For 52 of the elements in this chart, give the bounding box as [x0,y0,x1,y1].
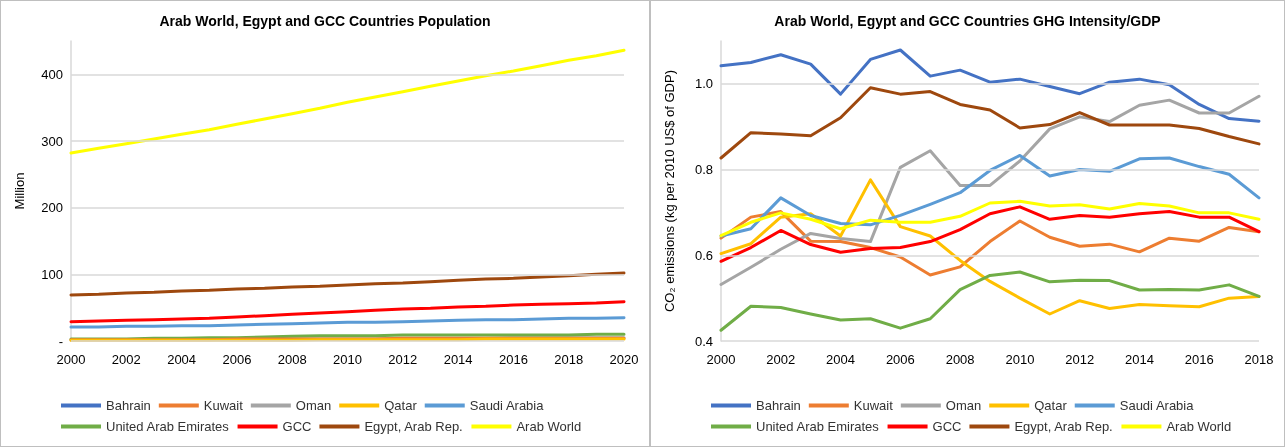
y-tick-label: 300 [41,133,63,149]
y-tick-label: 100 [41,266,63,282]
x-tick-label: 2006 [222,352,252,367]
legend-label: Oman [295,398,332,413]
x-tick-label: 2002 [766,352,796,367]
legend-label: Kuwait [853,398,894,413]
x-tick-label: 2014 [1124,352,1154,367]
x-tick-label: 2016 [1184,352,1214,367]
legend-label: Qatar [384,398,418,413]
x-tick-label: 2010 [1005,352,1035,367]
legend-label: Qatar [1034,398,1068,413]
x-tick-label: 2020 [609,352,639,367]
x-tick-label: 2000 [706,352,736,367]
x-tick-label: 2000 [56,352,86,367]
x-tick-label: 2012 [1065,352,1095,367]
legend-label: Egypt, Arab Rep. [364,419,463,434]
y-tick-label: - [58,333,63,349]
x-tick-label: 2008 [277,352,307,367]
legend-label: Arab World [1166,419,1232,434]
legend-label: Saudi Arabia [1119,398,1195,413]
legend-label: GCC [932,419,962,434]
x-tick-label: 2014 [443,352,473,367]
y-axis-title: Million [12,172,27,210]
x-tick-label: 2012 [388,352,418,367]
x-tick-label: 2008 [945,352,975,367]
y-tick-label: 1.0 [694,76,713,92]
y-tick-label: 400 [41,66,63,82]
chart-title: Arab World, Egypt and GCC Countries Population [159,13,491,29]
y-tick-label: 0.6 [694,247,713,263]
legend-label: United Arab Emirates [756,419,880,434]
legend-label: Bahrain [756,398,801,413]
legend-label: GCC [282,419,312,434]
legend-label: Saudi Arabia [469,398,545,413]
x-tick-label: 2004 [167,352,197,367]
legend-label: Oman [945,398,982,413]
x-tick-label: 2016 [498,352,528,367]
legend-label: Arab World [516,419,582,434]
y-tick-label: 0.8 [694,162,713,178]
x-tick-label: 2002 [111,352,141,367]
x-tick-label: 2018 [1244,352,1274,367]
legend-label: United Arab Emirates [106,419,230,434]
x-tick-label: 2004 [826,352,856,367]
legend-label: Bahrain [106,398,151,413]
x-tick-label: 2018 [554,352,584,367]
y-tick-label: 0.4 [694,333,713,349]
legend-label: Kuwait [203,398,244,413]
x-tick-label: 2006 [885,352,915,367]
y-tick-label: 200 [41,200,63,216]
legend-label: Egypt, Arab Rep. [1014,419,1113,434]
x-tick-label: 2010 [333,352,362,367]
y-axis-title: CO₂ emissions (kg per 2010 US$ of GDP) [662,69,677,313]
chart-title: Arab World, Egypt and GCC Countries GHG Intensity/GDP [774,13,1161,29]
